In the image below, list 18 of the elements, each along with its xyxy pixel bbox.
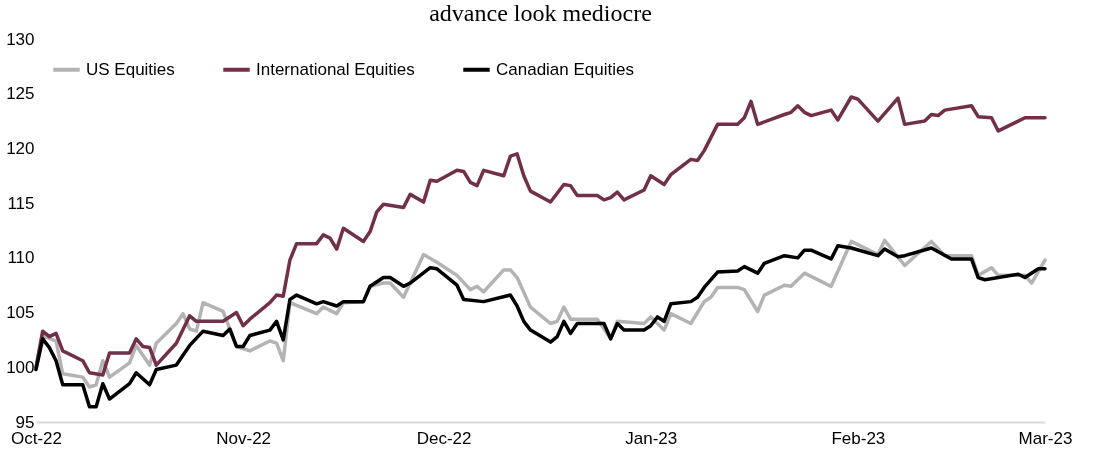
x-tick-label: Nov-22 — [216, 428, 272, 448]
x-tick-label: Dec-22 — [416, 428, 472, 448]
legend-label: International Equities — [256, 59, 415, 79]
y-tick-label: 130 — [6, 29, 35, 49]
y-tick-label: 100 — [6, 357, 35, 377]
y-tick-label: 105 — [6, 303, 35, 323]
legend-label: Canadian Equities — [496, 59, 634, 79]
x-tick-label: Jan-23 — [625, 428, 678, 448]
chart-title: advance look mediocre — [429, 0, 652, 26]
x-tick-label: Feb-23 — [831, 428, 886, 448]
y-tick-label: 115 — [7, 193, 35, 213]
line-series — [34, 95, 1047, 377]
y-tick-label: 120 — [6, 138, 35, 158]
line-series — [34, 244, 1047, 409]
y-tick-label: 125 — [6, 84, 35, 104]
x-tick-label: Mar-23 — [1018, 428, 1073, 448]
y-tick-label: 110 — [7, 248, 35, 268]
legend-label: US Equities — [86, 59, 175, 79]
